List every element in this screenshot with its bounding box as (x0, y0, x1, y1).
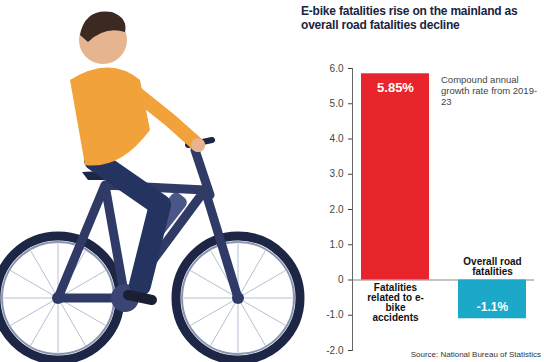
html-text:Compound annual growth rate fr: Compound annual growth rate from 2019-23 (441, 74, 538, 107)
svg-text:6.0: 6.0 (330, 63, 344, 74)
svg-text:4.0: 4.0 (330, 133, 344, 144)
svg-text:5.85%: 5.85% (377, 80, 414, 95)
html-text:Source: National Bureau of Sta: Source: National Bureau of Statistics (410, 350, 541, 359)
html-text:E-bike fatalities rise on the: E-bike fatalities rise on the mainland a… (301, 4, 518, 32)
svg-text:-1.1%: -1.1% (477, 300, 509, 314)
svg-text:Fatalitiesrelated to e-bikeacc: Fatalitiesrelated to e-bikeaccidents (367, 282, 424, 323)
svg-text:Overall roadfatalities: Overall roadfatalities (463, 256, 521, 277)
svg-text:1.0: 1.0 (330, 239, 344, 250)
svg-text:-1.0: -1.0 (326, 309, 344, 320)
svg-text:0: 0 (338, 274, 344, 285)
svg-text:3.0: 3.0 (330, 168, 344, 179)
svg-text:2.0: 2.0 (330, 204, 344, 215)
svg-text:-2.0: -2.0 (326, 345, 344, 356)
svg-text:5.0: 5.0 (330, 98, 344, 109)
